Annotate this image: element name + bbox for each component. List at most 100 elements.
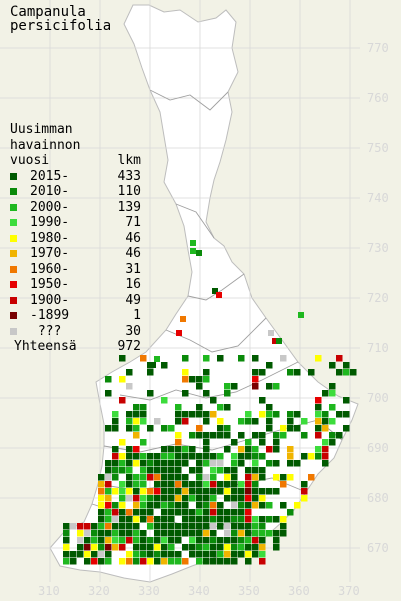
observation-square bbox=[105, 537, 112, 544]
observation-square bbox=[203, 544, 210, 551]
observation-square bbox=[150, 362, 156, 368]
observation-square bbox=[203, 481, 210, 488]
observation-square bbox=[266, 502, 273, 509]
y-tick-label: 760 bbox=[367, 91, 389, 105]
observation-square bbox=[217, 502, 224, 509]
observation-square bbox=[175, 460, 182, 467]
observation-square bbox=[273, 488, 280, 495]
observation-square bbox=[189, 376, 196, 383]
observation-square bbox=[210, 495, 217, 502]
observation-square bbox=[203, 537, 210, 544]
observation-square bbox=[329, 432, 336, 439]
observation-square bbox=[259, 474, 266, 481]
observation-square bbox=[140, 544, 147, 551]
observation-square bbox=[266, 404, 273, 411]
observation-square bbox=[140, 516, 147, 523]
legend-period-label: 1900- bbox=[30, 292, 70, 308]
observation-square bbox=[161, 551, 168, 558]
observation-square bbox=[259, 411, 266, 418]
observation-square bbox=[238, 544, 245, 551]
observation-square bbox=[175, 558, 182, 565]
observation-square bbox=[238, 516, 245, 523]
observation-square bbox=[119, 530, 126, 537]
observation-square bbox=[203, 460, 210, 467]
legend-period-count: 139 bbox=[117, 199, 141, 215]
legend-swatch bbox=[10, 296, 17, 304]
observation-square bbox=[216, 292, 222, 298]
observation-square bbox=[126, 474, 133, 481]
observation-square bbox=[259, 453, 266, 460]
observation-square bbox=[238, 481, 245, 488]
observation-square bbox=[203, 495, 210, 502]
observation-square bbox=[231, 460, 238, 467]
observation-square bbox=[133, 474, 140, 481]
observation-square bbox=[175, 523, 182, 530]
observation-square bbox=[273, 544, 280, 551]
observation-square bbox=[196, 523, 203, 530]
observation-square bbox=[266, 411, 273, 418]
y-tick-label: 730 bbox=[367, 241, 389, 255]
x-tick-label: 310 bbox=[38, 584, 60, 598]
observation-square bbox=[91, 558, 98, 565]
observation-square bbox=[98, 530, 105, 537]
observation-square bbox=[245, 495, 252, 502]
observation-square bbox=[133, 446, 140, 453]
observation-square bbox=[210, 488, 217, 495]
observation-square bbox=[343, 362, 350, 369]
observation-square bbox=[133, 523, 140, 530]
observation-square bbox=[175, 467, 182, 474]
observation-square bbox=[189, 551, 196, 558]
observation-square bbox=[161, 516, 168, 523]
observation-square bbox=[168, 467, 175, 474]
observation-square bbox=[196, 432, 203, 439]
observation-square bbox=[98, 509, 105, 516]
observation-square bbox=[231, 530, 238, 537]
observation-square bbox=[196, 404, 203, 411]
observation-square bbox=[322, 411, 329, 418]
observation-square bbox=[259, 397, 266, 404]
observation-square bbox=[280, 474, 287, 481]
observation-square bbox=[189, 544, 196, 551]
observation-square bbox=[280, 530, 287, 537]
observation-square bbox=[287, 460, 294, 467]
observation-square bbox=[273, 474, 280, 481]
observation-square bbox=[147, 537, 154, 544]
observation-square bbox=[161, 453, 168, 460]
observation-square bbox=[161, 502, 168, 509]
observation-square bbox=[294, 502, 301, 509]
observation-square bbox=[231, 439, 238, 446]
observation-square bbox=[98, 537, 105, 544]
observation-square bbox=[196, 453, 203, 460]
observation-square bbox=[189, 432, 196, 439]
observation-square bbox=[301, 432, 308, 439]
observation-square bbox=[245, 530, 252, 537]
observation-square bbox=[119, 397, 126, 404]
observation-square bbox=[112, 467, 119, 474]
legend-row: 1980- 46 bbox=[10, 231, 141, 247]
legend-swatch bbox=[10, 265, 17, 273]
observation-square bbox=[119, 355, 126, 362]
observation-square bbox=[259, 516, 266, 523]
observation-square bbox=[336, 411, 343, 418]
observation-square bbox=[287, 425, 294, 432]
observation-square bbox=[168, 509, 175, 516]
observation-square bbox=[133, 418, 140, 425]
observation-square bbox=[140, 439, 147, 446]
observation-square bbox=[91, 537, 98, 544]
observation-square bbox=[140, 355, 147, 362]
legend-row: 1970- 46 bbox=[10, 246, 141, 262]
observation-square bbox=[112, 502, 119, 509]
observation-square bbox=[133, 558, 140, 565]
observation-square bbox=[147, 369, 154, 376]
observation-square bbox=[273, 439, 280, 446]
observation-square bbox=[175, 453, 182, 460]
observation-square bbox=[266, 460, 273, 467]
observation-square bbox=[154, 495, 161, 502]
observation-square bbox=[112, 544, 119, 551]
observation-square bbox=[238, 502, 245, 509]
observation-square bbox=[329, 390, 336, 397]
observation-square bbox=[224, 474, 231, 481]
observation-square bbox=[196, 544, 203, 551]
legend-header-line2: havainnon bbox=[10, 137, 81, 153]
legend-row: 1950- 16 bbox=[10, 277, 141, 293]
